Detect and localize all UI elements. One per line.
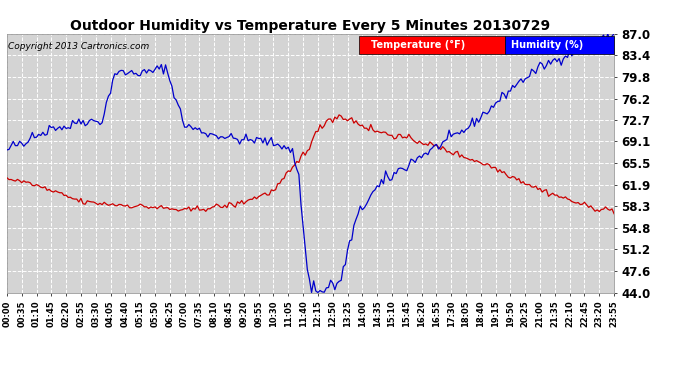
FancyBboxPatch shape [505,36,614,54]
Text: Temperature (°F): Temperature (°F) [371,40,466,50]
Text: Copyright 2013 Cartronics.com: Copyright 2013 Cartronics.com [8,42,149,51]
FancyBboxPatch shape [359,36,505,54]
Text: Humidity (%): Humidity (%) [511,40,583,50]
Title: Outdoor Humidity vs Temperature Every 5 Minutes 20130729: Outdoor Humidity vs Temperature Every 5 … [70,19,551,33]
